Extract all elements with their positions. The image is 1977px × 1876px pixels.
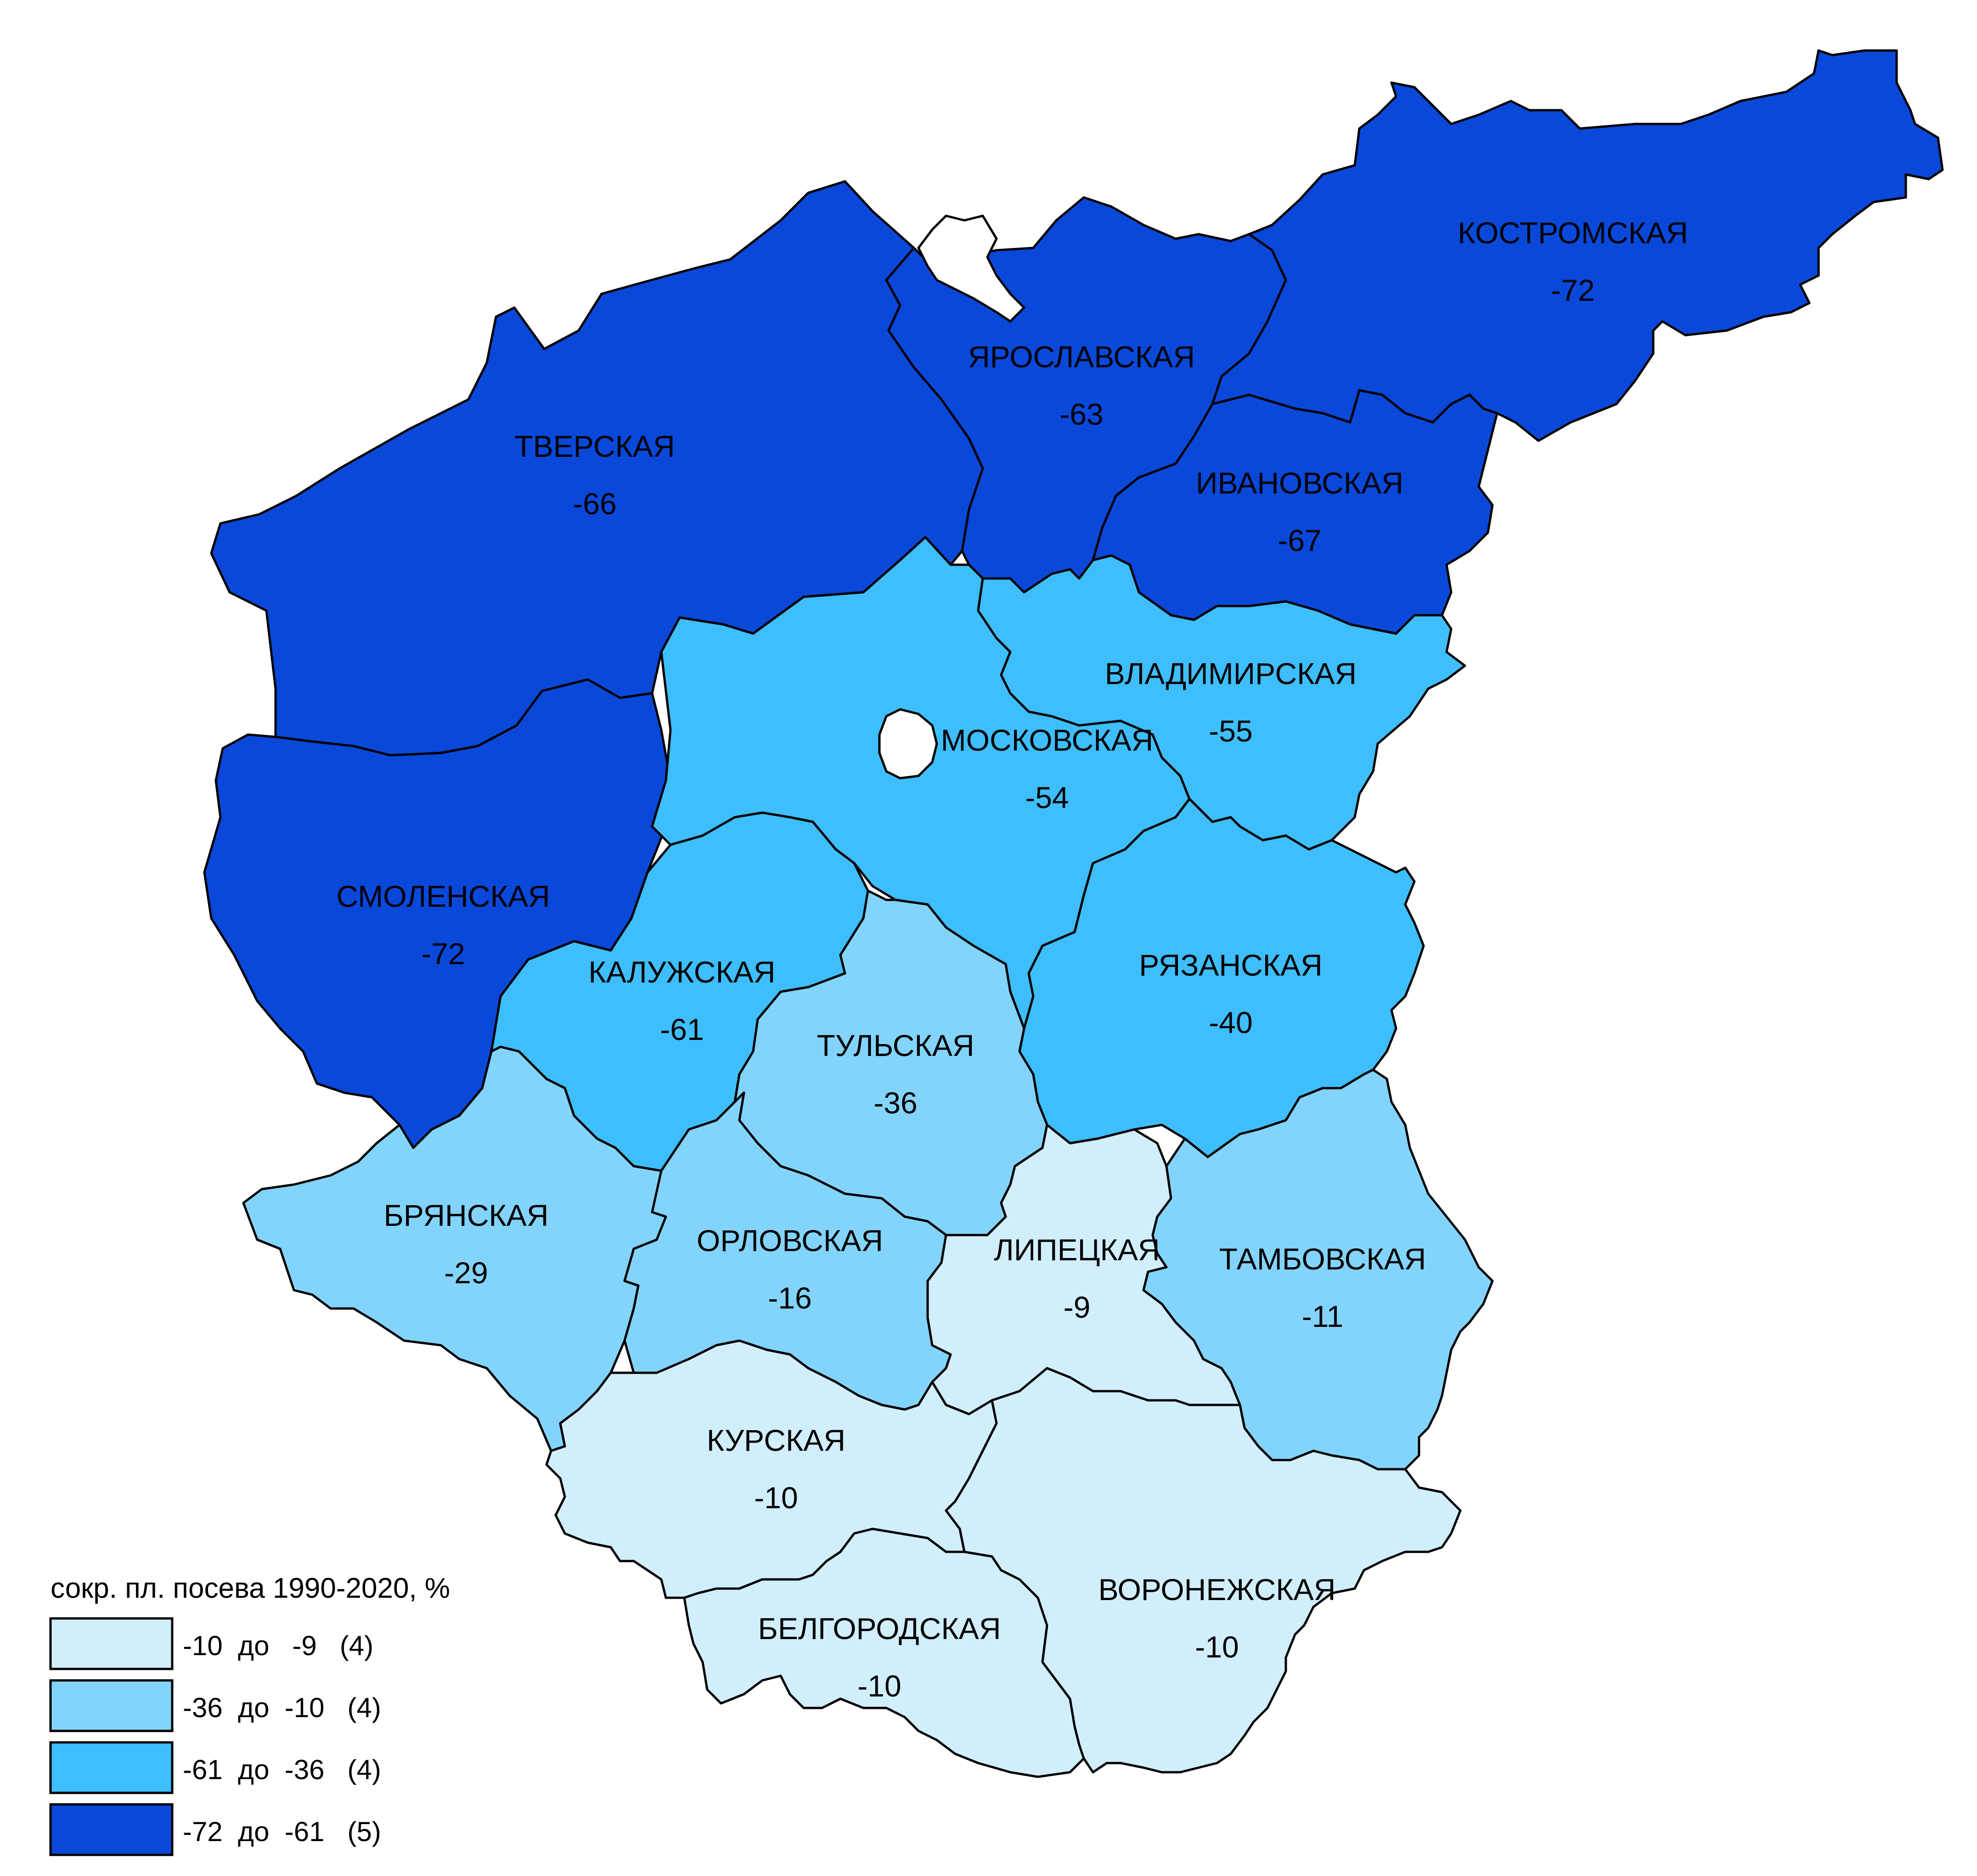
label-kostromskaya-name: КОСТРОМСКАЯ (1458, 216, 1688, 250)
reservoir-water (917, 214, 1025, 323)
label-tverskaya-value: -66 (573, 487, 616, 521)
legend: сокр. пл. посева 1990-2020, % -10 до -9 … (49, 1573, 450, 1856)
label-lipetskaya-value: -9 (1064, 1290, 1091, 1324)
legend-label-3: -72 до -61 (5) (183, 1816, 381, 1847)
label-smolenskaya-value: -72 (421, 937, 465, 971)
label-ivanovskaya-value: -67 (1278, 523, 1321, 557)
label-tulskaya-name: ТУЛЬСКАЯ (817, 1028, 974, 1062)
label-bryanskaya-value: -29 (444, 1256, 488, 1290)
legend-swatch-1 (49, 1679, 174, 1732)
labels-layer: ТВЕРСКАЯ -66 СМОЛЕНСКАЯ -72 ЯРОСЛАВСКАЯ … (336, 216, 1688, 1703)
region-voronezhskaya[interactable] (945, 1367, 1462, 1774)
legend-swatch-3 (49, 1803, 174, 1856)
label-vladimirskaya-value: -55 (1209, 714, 1252, 748)
label-ivanovskaya-name: ИВАНОВСКАЯ (1196, 466, 1403, 500)
label-ryazanskaya-name: РЯЗАНСКАЯ (1139, 948, 1323, 982)
label-yaroslavskaya-name: ЯРОСЛАВСКАЯ (968, 340, 1195, 374)
region-ryazanskaya[interactable] (1018, 798, 1425, 1158)
label-tulskaya-value: -36 (873, 1086, 917, 1120)
legend-title: сокр. пл. посева 1990-2020, % (51, 1573, 450, 1604)
label-orlovskaya-value: -16 (768, 1281, 811, 1315)
label-kurskaya-value: -10 (754, 1481, 798, 1515)
label-belgorodskaya-name: БЕЛГОРОДСКАЯ (758, 1612, 1001, 1646)
label-kurskaya-name: КУРСКАЯ (707, 1423, 845, 1457)
label-tambovskaya-value: -11 (1302, 1299, 1344, 1333)
label-ryazanskaya-value: -40 (1209, 1005, 1252, 1039)
regions-layer (203, 49, 1944, 1778)
label-tverskaya-name: ТВЕРСКАЯ (514, 429, 675, 463)
label-lipetskaya-name: ЛИПЕЦКАЯ (994, 1233, 1160, 1267)
label-moskovskaya-value: -54 (1025, 781, 1069, 814)
label-kaluzhskaya-value: -61 (660, 1012, 704, 1046)
label-kaluzhskaya-name: КАЛУЖСКАЯ (588, 955, 775, 989)
label-voronezhskaya-name: ВОРОНЕЖСКАЯ (1098, 1573, 1336, 1606)
legend-label-2: -61 до -36 (4) (183, 1754, 381, 1785)
label-vladimirskaya-name: ВЛАДИМИРСКАЯ (1105, 657, 1357, 691)
label-voronezhskaya-value: -10 (1195, 1630, 1239, 1664)
label-tambovskaya-name: ТАМБОВСКАЯ (1219, 1242, 1426, 1276)
label-bryanskaya-name: БРЯНСКАЯ (383, 1198, 548, 1232)
moscow-city-hole (878, 708, 938, 780)
label-smolenskaya-name: СМОЛЕНСКАЯ (336, 879, 550, 913)
legend-swatch-0 (49, 1617, 174, 1670)
label-belgorodskaya-value: -10 (857, 1669, 901, 1703)
label-kostromskaya-value: -72 (1551, 273, 1594, 307)
region-tambovskaya[interactable] (1142, 1068, 1494, 1471)
label-moskovskaya-name: МОСКОВСКАЯ (941, 723, 1154, 757)
legend-label-1: -36 до -10 (4) (183, 1692, 381, 1723)
region-vladimirskaya[interactable] (977, 554, 1466, 851)
label-yaroslavskaya-value: -63 (1059, 397, 1103, 431)
label-orlovskaya-name: ОРЛОВСКАЯ (697, 1224, 883, 1258)
legend-swatch-2 (49, 1741, 174, 1794)
legend-label-0: -10 до -9 (4) (183, 1630, 373, 1661)
